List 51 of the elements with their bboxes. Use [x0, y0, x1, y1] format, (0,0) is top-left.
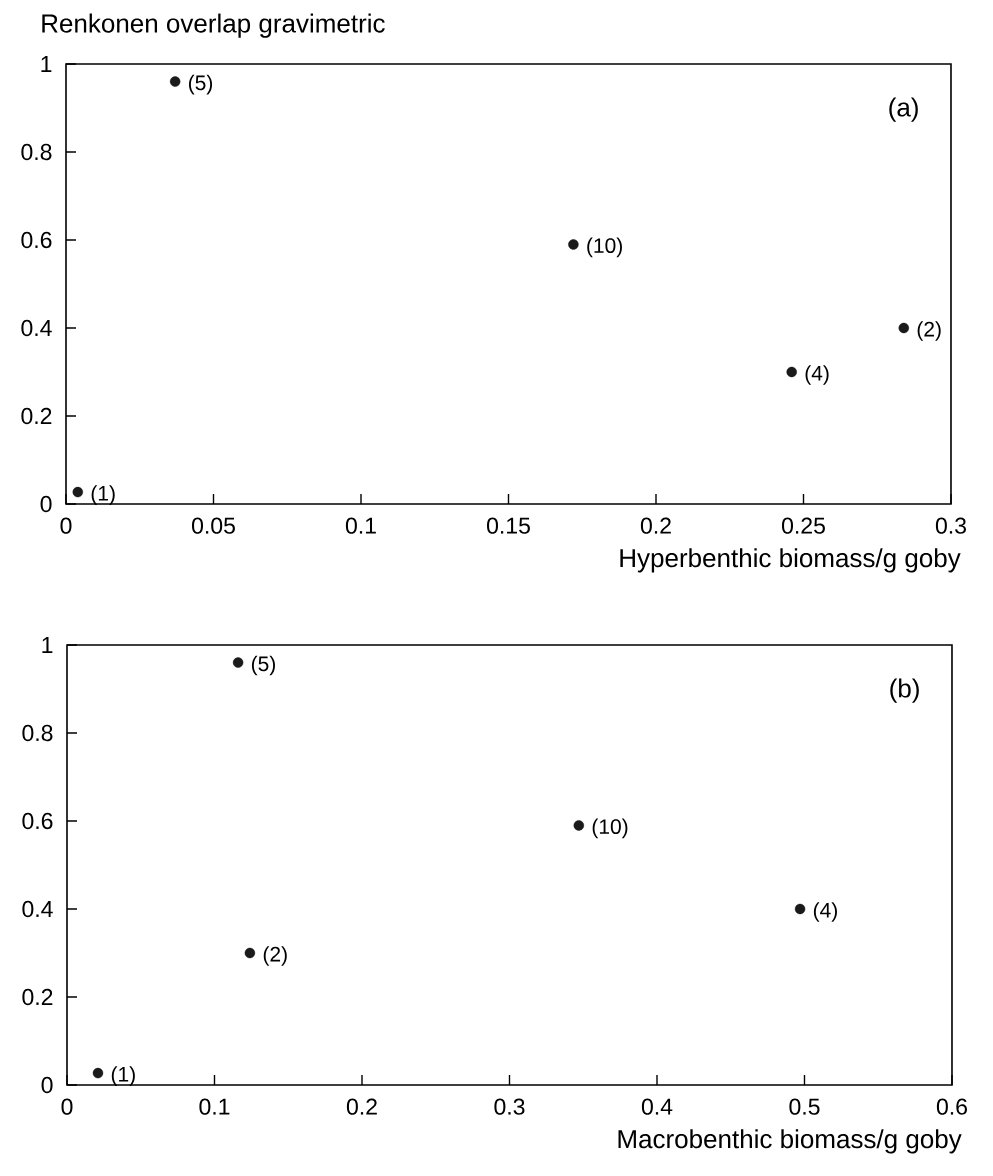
y-tick-label: 0.2 — [21, 407, 52, 425]
y-tick-label: 0.6 — [21, 231, 52, 249]
annotation: (5) — [188, 74, 213, 95]
x-tick-label: 0.6 — [936, 1098, 967, 1115]
x-tick-label: 0.2 — [346, 1098, 377, 1115]
x-axis-title: Hyperbenthic biomass/g goby — [620, 548, 961, 573]
annotation: (4) — [805, 365, 829, 385]
y-tick-label: 0 — [41, 1076, 53, 1094]
point — [72, 486, 83, 498]
point — [573, 820, 585, 831]
y-tick-label: 0 — [40, 495, 52, 513]
point — [92, 1067, 104, 1079]
annotation: (2) — [917, 321, 941, 341]
y-tick-label: 0.2 — [22, 988, 53, 1006]
point — [568, 239, 579, 250]
y-tick-label: 1 — [42, 637, 53, 653]
y-tick-label: 0.4 — [22, 900, 53, 918]
y-tick-label: 0.4 — [21, 319, 52, 337]
annotation: (5) — [251, 655, 275, 676]
y-tick-label: 0.8 — [21, 143, 52, 161]
y-tick-label: 0.6 — [22, 812, 53, 830]
x-tick-label: 0.1 — [345, 517, 376, 534]
x-tick-label: 0.1 — [199, 1098, 230, 1115]
x-tick-label: 0.05 — [192, 517, 235, 534]
annotation: (4) — [813, 902, 837, 922]
x-tick-label: 0.3 — [494, 1098, 525, 1115]
annotation: (a) — [889, 97, 918, 122]
x-tick-label: 0 — [60, 517, 72, 534]
x-tick-label: 0.3 — [935, 517, 966, 534]
y-tick-label: 1 — [41, 56, 52, 72]
annotation: (1) — [91, 485, 115, 505]
y-tick-label: 0.8 — [22, 724, 53, 742]
point — [169, 76, 181, 87]
x-tick-label: 0.15 — [487, 517, 530, 534]
x-tick-label: 0.5 — [789, 1098, 820, 1115]
x-axis-title: Macrobenthic biomass/g goby — [618, 1129, 962, 1154]
annotation: (b) — [890, 678, 919, 703]
annotation: (1) — [111, 1066, 135, 1086]
point — [232, 657, 244, 668]
x-tick-label: 0.2 — [640, 517, 671, 534]
x-tick-label: 0 — [61, 1098, 73, 1115]
y-axis-title: Renkonen overlap gravimetric — [42, 13, 385, 38]
annotation: (10) — [592, 818, 628, 839]
annotation: (10) — [587, 237, 622, 258]
point — [898, 322, 909, 334]
annotation: (2) — [263, 946, 287, 966]
point — [794, 903, 806, 915]
point — [786, 366, 797, 378]
x-tick-label: 0.25 — [782, 517, 825, 534]
point — [244, 947, 256, 959]
x-tick-label: 0.4 — [641, 1098, 673, 1115]
